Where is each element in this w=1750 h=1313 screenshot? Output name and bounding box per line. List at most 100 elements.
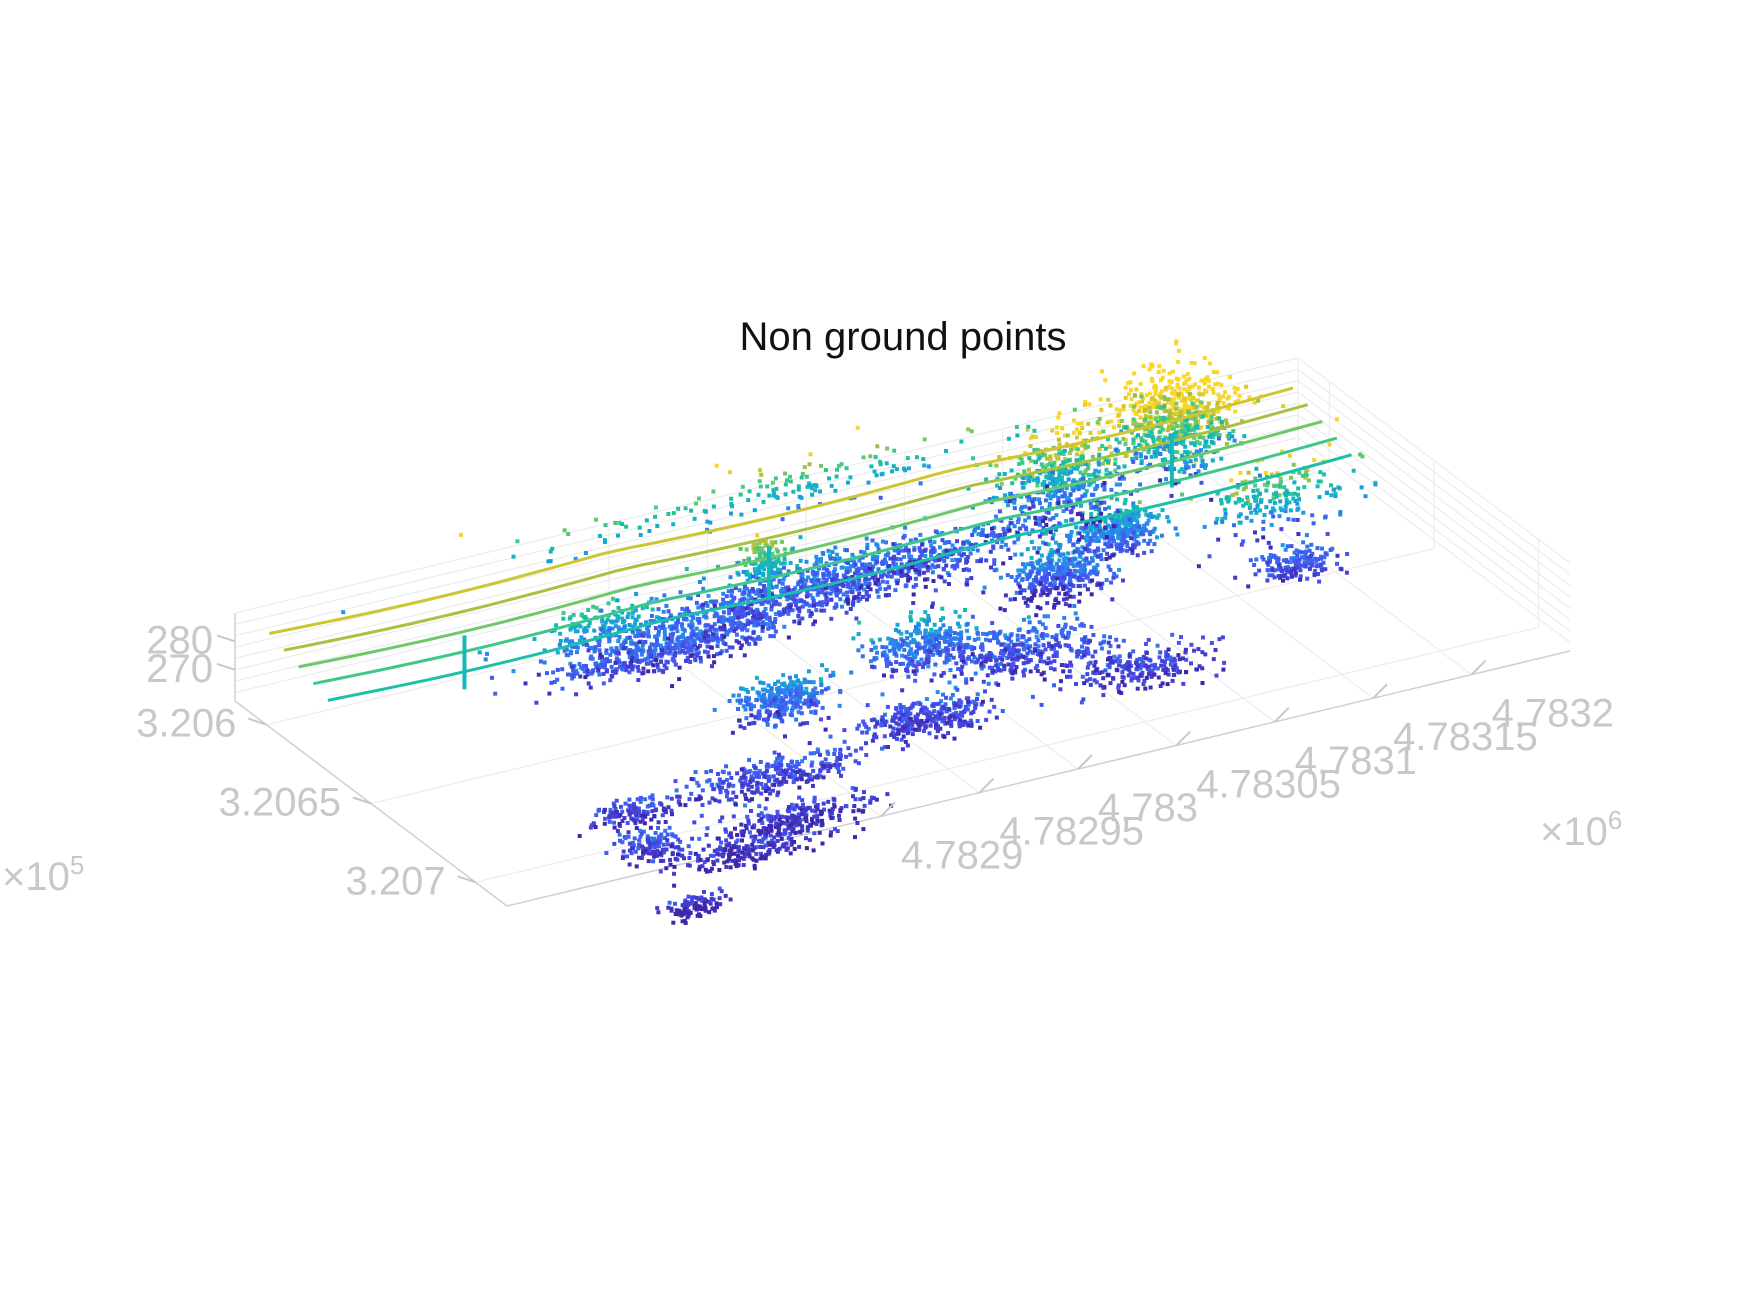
point xyxy=(841,766,846,771)
point xyxy=(991,668,996,673)
point xyxy=(992,633,997,638)
point xyxy=(1093,649,1098,654)
point xyxy=(729,797,734,802)
point xyxy=(1296,562,1301,567)
point xyxy=(629,658,634,663)
point xyxy=(718,780,723,785)
point xyxy=(755,697,760,702)
point xyxy=(777,752,781,757)
point xyxy=(973,671,978,676)
point xyxy=(1036,644,1041,649)
point xyxy=(948,668,953,672)
point xyxy=(601,681,606,686)
point xyxy=(739,829,744,834)
point xyxy=(669,843,674,848)
point xyxy=(1146,518,1151,523)
point xyxy=(1136,524,1141,529)
point xyxy=(635,808,640,813)
point xyxy=(656,820,661,825)
point xyxy=(878,586,883,591)
point xyxy=(1075,539,1080,544)
point xyxy=(577,834,582,838)
point xyxy=(665,832,670,837)
point xyxy=(1234,491,1239,496)
point xyxy=(727,611,732,616)
point xyxy=(1027,649,1032,654)
point xyxy=(965,720,970,725)
point xyxy=(582,669,587,674)
point xyxy=(1163,659,1167,664)
point xyxy=(1025,562,1030,567)
point xyxy=(719,840,724,845)
point xyxy=(988,658,993,662)
point xyxy=(1084,646,1089,651)
point xyxy=(865,597,869,602)
point xyxy=(889,637,894,642)
point xyxy=(1048,560,1053,565)
point xyxy=(648,795,653,800)
point xyxy=(680,919,685,924)
point xyxy=(616,625,621,630)
point xyxy=(1321,560,1326,565)
point xyxy=(1009,639,1014,644)
point xyxy=(669,808,674,813)
point xyxy=(835,829,840,834)
point xyxy=(797,820,802,825)
point xyxy=(892,647,897,652)
point xyxy=(745,586,750,591)
point xyxy=(677,665,682,670)
point xyxy=(596,667,601,672)
point xyxy=(1345,552,1350,556)
point xyxy=(1091,538,1096,543)
point xyxy=(1251,489,1256,493)
point xyxy=(1180,492,1184,497)
point xyxy=(792,807,797,812)
point xyxy=(1293,571,1298,576)
point xyxy=(750,616,755,620)
point xyxy=(1127,517,1132,522)
point xyxy=(862,587,867,592)
point xyxy=(997,631,1002,636)
point xyxy=(666,805,671,810)
point xyxy=(655,641,660,646)
point xyxy=(641,829,646,834)
point xyxy=(1217,637,1222,642)
point xyxy=(1253,530,1257,535)
point xyxy=(911,601,916,605)
point xyxy=(811,622,816,627)
point xyxy=(1096,539,1101,543)
point xyxy=(717,852,722,857)
point xyxy=(836,766,840,771)
point xyxy=(718,902,723,907)
point xyxy=(1002,642,1007,647)
point xyxy=(747,830,752,835)
point xyxy=(562,648,567,653)
point xyxy=(799,690,804,695)
point xyxy=(579,635,584,640)
point xyxy=(865,703,870,708)
point xyxy=(725,600,730,605)
point xyxy=(567,641,572,646)
point xyxy=(751,839,756,843)
point xyxy=(898,702,903,707)
point xyxy=(934,637,938,642)
point xyxy=(966,700,971,705)
point xyxy=(1166,519,1171,524)
point xyxy=(832,797,837,802)
point xyxy=(660,648,664,653)
point xyxy=(771,841,776,846)
point xyxy=(690,836,695,841)
point xyxy=(612,841,617,846)
point xyxy=(554,623,559,628)
point xyxy=(1097,523,1102,528)
point xyxy=(1054,637,1059,642)
point xyxy=(1279,527,1284,532)
point xyxy=(1134,517,1139,522)
point xyxy=(1035,648,1040,653)
point xyxy=(636,846,641,851)
point xyxy=(1109,544,1114,549)
point xyxy=(749,774,754,779)
point xyxy=(698,629,703,634)
point xyxy=(635,797,640,802)
point xyxy=(957,614,962,619)
